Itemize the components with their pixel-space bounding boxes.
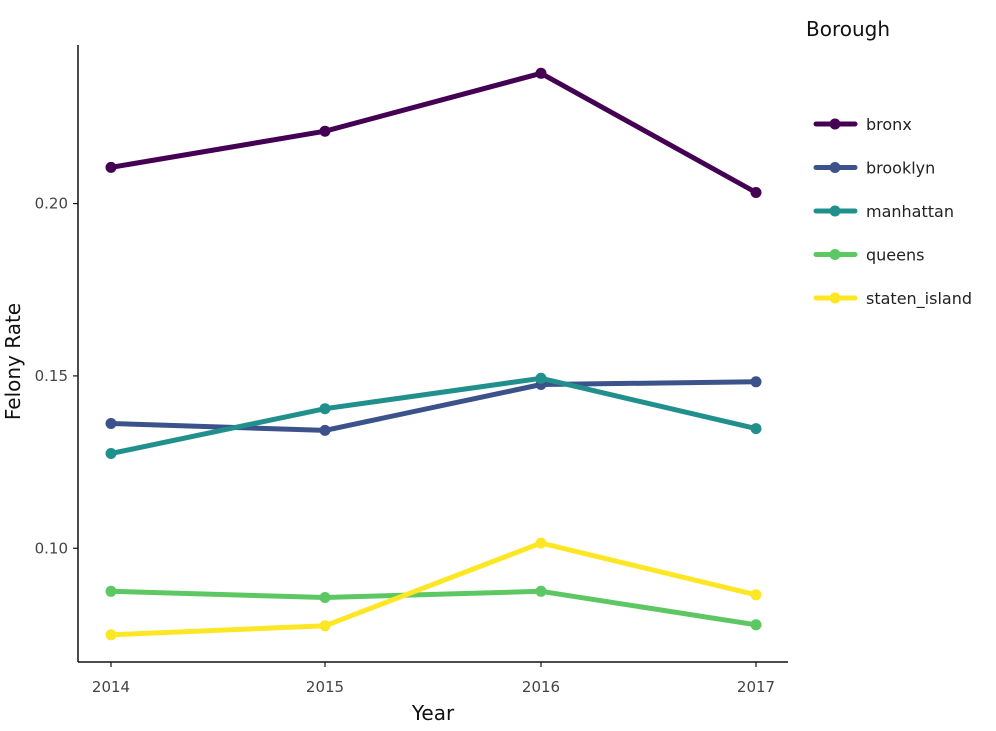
legend-item-manhattan[interactable]: manhattan <box>813 202 954 221</box>
series-staten-island <box>105 537 762 641</box>
series-layer <box>105 67 762 641</box>
data-point[interactable] <box>319 403 331 415</box>
legend-label: manhattan <box>866 202 954 221</box>
data-point[interactable] <box>319 592 331 603</box>
x-tick-label: 2014 <box>92 678 130 696</box>
data-point[interactable] <box>535 372 547 384</box>
data-point[interactable] <box>105 629 117 641</box>
data-point[interactable] <box>105 585 117 597</box>
legend: Borough bronx brooklyn manhattan queens stat… <box>806 17 972 309</box>
data-point[interactable] <box>750 619 762 631</box>
legend-item-brooklyn[interactable]: brooklyn <box>813 159 935 178</box>
series-line <box>108 588 759 628</box>
data-point[interactable] <box>319 125 331 137</box>
series-bronx <box>105 67 762 198</box>
series-line <box>108 379 759 433</box>
x-tick-label: 2017 <box>737 678 775 696</box>
legend-swatch-marker <box>829 118 841 130</box>
ticks-layer: 2014 2015 2016 2017 0.10 0.15 0.20 <box>35 195 776 696</box>
legend-title: Borough <box>806 17 890 41</box>
y-tick-label: 0.15 <box>35 367 68 385</box>
data-point[interactable] <box>319 620 331 632</box>
data-point[interactable] <box>535 537 547 549</box>
x-axis-title: Year <box>411 701 455 725</box>
series-queens <box>105 585 762 631</box>
series-manhattan <box>105 372 762 459</box>
legend-swatch-marker <box>829 205 841 217</box>
x-tick-label: 2016 <box>522 678 560 696</box>
legend-item-staten-island[interactable]: staten_island <box>813 289 972 309</box>
x-tick-label: 2015 <box>306 678 344 696</box>
legend-swatch-marker <box>829 249 841 260</box>
series-line <box>108 375 759 456</box>
series-line <box>108 70 759 195</box>
data-point[interactable] <box>105 161 117 173</box>
data-point[interactable] <box>750 376 762 388</box>
data-point[interactable] <box>750 423 762 435</box>
data-point[interactable] <box>319 424 331 436</box>
legend-label: brooklyn <box>866 159 935 178</box>
data-point[interactable] <box>535 585 547 597</box>
legend-swatch-marker <box>829 292 841 304</box>
data-point[interactable] <box>750 589 762 601</box>
legend-item-bronx[interactable]: bronx <box>813 115 912 134</box>
legend-label: bronx <box>866 115 912 134</box>
series-line <box>108 540 759 638</box>
data-point[interactable] <box>535 67 547 79</box>
data-point[interactable] <box>750 187 762 198</box>
legend-swatch-marker <box>829 162 841 173</box>
data-point[interactable] <box>105 448 117 459</box>
legend-label: queens <box>866 246 924 265</box>
y-tick-label: 0.10 <box>35 539 68 557</box>
legend-item-queens[interactable]: queens <box>813 246 924 265</box>
y-axis-title: Felony Rate <box>1 303 25 420</box>
data-point[interactable] <box>105 418 117 429</box>
y-tick-label: 0.20 <box>35 195 68 213</box>
legend-label: staten_island <box>866 289 972 309</box>
